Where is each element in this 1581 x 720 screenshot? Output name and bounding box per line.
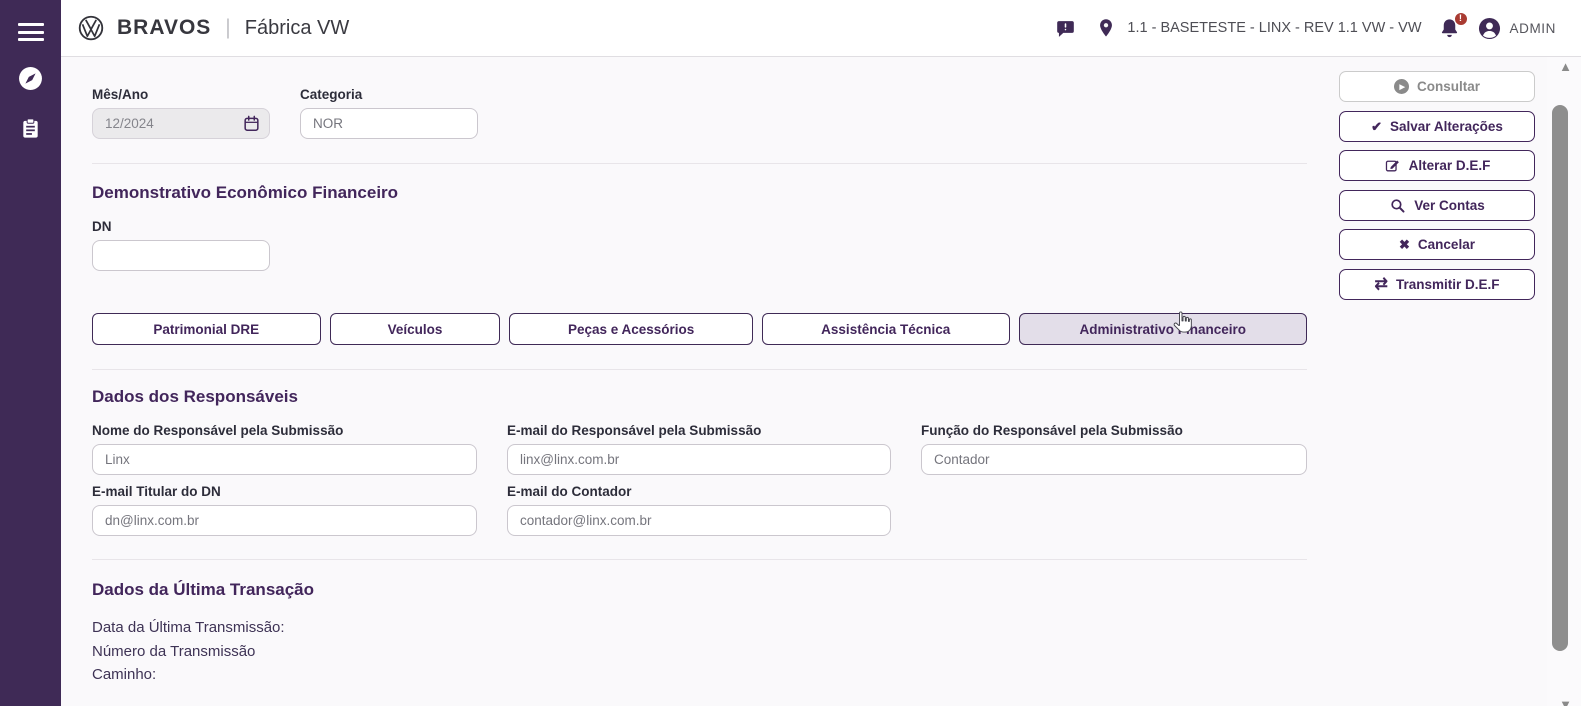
funcao-responsavel-field-group: Função do Responsável pela Submissão bbox=[921, 424, 1307, 475]
email-responsavel-field-group: E-mail do Responsável pela Submissão bbox=[507, 424, 891, 475]
caminho-label: Caminho: bbox=[92, 666, 157, 683]
email-titular-dn-input[interactable] bbox=[92, 505, 477, 536]
user-avatar-icon[interactable] bbox=[1478, 17, 1501, 40]
cancelar-button[interactable]: ✖ Cancelar bbox=[1339, 229, 1535, 260]
mes-ano-label: Mês/Ano bbox=[92, 87, 149, 102]
feedback-chat-icon[interactable] bbox=[1055, 18, 1076, 39]
vw-logo-icon bbox=[78, 15, 104, 41]
transacao-lines: Data da Última Transmissão: Número da Tr… bbox=[92, 616, 1307, 687]
tab-veiculos[interactable]: Veículos bbox=[329, 313, 501, 345]
email-contador-label: E-mail do Contador bbox=[507, 484, 632, 499]
sidebar bbox=[0, 0, 61, 706]
consultar-button[interactable]: ▶ Consultar bbox=[1339, 71, 1535, 102]
funcao-responsavel-label: Função do Responsável pela Submissão bbox=[921, 423, 1183, 438]
search-icon bbox=[1389, 197, 1406, 214]
scroll-up-icon[interactable]: ▲ bbox=[1559, 59, 1572, 74]
actions-column: ▶ Consultar ✔ Salvar Alterações Alterar … bbox=[1339, 71, 1535, 300]
transfer-arrows-icon: ⇄ bbox=[1374, 275, 1388, 293]
def-section-title: Demonstrativo Econômico Financeiro bbox=[92, 183, 399, 202]
responsaveis-section-title: Dados dos Responsáveis bbox=[92, 387, 298, 406]
scroll-down-icon[interactable]: ▼ bbox=[1559, 697, 1572, 706]
brand-separator: | bbox=[225, 16, 231, 39]
transacao-section-title: Dados da Última Transação bbox=[92, 580, 315, 599]
mes-ano-input[interactable] bbox=[92, 108, 270, 139]
mes-ano-field-group: Mês/Ano bbox=[92, 88, 270, 139]
environment-selector[interactable]: 1.1 - BASETESTE - LINX - REV 1.1 VW - VW bbox=[1127, 20, 1422, 36]
nome-responsavel-field-group: Nome do Responsável pela Submissão bbox=[92, 424, 477, 475]
nome-responsavel-input[interactable] bbox=[92, 444, 477, 475]
categoria-input[interactable] bbox=[300, 108, 478, 139]
tab-administrativo-financeiro[interactable]: Administrativo Financeiro bbox=[1018, 313, 1308, 345]
email-contador-field-group: E-mail do Contador bbox=[507, 485, 891, 536]
location-pin-icon[interactable] bbox=[1096, 18, 1116, 38]
data-ultima-transmissao-label: Data da Última Transmissão: bbox=[92, 619, 285, 636]
categoria-label: Categoria bbox=[300, 87, 363, 102]
edit-icon bbox=[1384, 157, 1401, 174]
salvar-alteracoes-button[interactable]: ✔ Salvar Alterações bbox=[1339, 110, 1535, 142]
clipboard-icon[interactable] bbox=[18, 115, 44, 141]
email-titular-dn-label: E-mail Titular do DN bbox=[92, 484, 221, 499]
top-header: BRAVOS | Fábrica VW 1.1 - BASETESTE - LI… bbox=[61, 0, 1581, 57]
check-icon: ✔ bbox=[1371, 118, 1383, 134]
scrollbar-thumb[interactable] bbox=[1552, 105, 1568, 651]
alterar-def-button[interactable]: Alterar D.E.F bbox=[1339, 150, 1535, 181]
numero-transmissao-label: Número da Transmissão bbox=[92, 642, 256, 660]
tab-pecas-acessorios[interactable]: Peças e Acessórios bbox=[509, 313, 753, 345]
email-titular-dn-field-group: E-mail Titular do DN bbox=[92, 485, 477, 536]
username-label[interactable]: ADMIN bbox=[1509, 20, 1556, 36]
dn-label: DN bbox=[92, 219, 112, 234]
transmitir-def-button[interactable]: ⇄ Transmitir D.E.F bbox=[1339, 268, 1535, 300]
email-responsavel-input[interactable] bbox=[507, 444, 891, 475]
tab-patrimonial-dre[interactable]: Patrimonial DRE bbox=[92, 313, 321, 345]
menu-hamburger-icon[interactable] bbox=[17, 23, 44, 41]
responsaveis-fields-grid: Nome do Responsável pela Submissão E-mai… bbox=[92, 424, 1307, 536]
def-tabs-row: Patrimonial DRE Veículos Peças e Acessór… bbox=[92, 313, 1308, 345]
vertical-scrollbar: ▲ ▼ bbox=[1547, 57, 1581, 706]
app-title: Fábrica VW bbox=[244, 16, 350, 39]
play-circle-icon: ▶ bbox=[1393, 79, 1409, 94]
ver-contas-button[interactable]: Ver Contas bbox=[1339, 189, 1535, 221]
email-contador-input[interactable] bbox=[507, 505, 891, 536]
categoria-field-group: Categoria bbox=[300, 88, 478, 139]
brand-name: BRAVOS bbox=[117, 16, 212, 39]
tab-assistencia-tecnica[interactable]: Assistência Técnica bbox=[761, 313, 1010, 345]
section-divider bbox=[92, 163, 1307, 164]
section-divider bbox=[92, 369, 1307, 370]
notifications-bell-icon[interactable]: ! bbox=[1438, 11, 1468, 40]
notification-badge: ! bbox=[1453, 11, 1468, 26]
dn-input[interactable] bbox=[92, 240, 270, 271]
filters-row: Mês/Ano Categoria bbox=[92, 88, 1307, 139]
main-content: Mês/Ano Categoria bbox=[61, 57, 1581, 706]
nome-responsavel-label: Nome do Responsável pela Submissão bbox=[92, 423, 344, 438]
email-responsavel-label: E-mail do Responsável pela Submissão bbox=[507, 423, 762, 438]
funcao-responsavel-input[interactable] bbox=[921, 444, 1307, 475]
compass-icon[interactable] bbox=[18, 65, 44, 91]
section-divider bbox=[92, 559, 1307, 560]
x-icon: ✖ bbox=[1399, 237, 1410, 252]
